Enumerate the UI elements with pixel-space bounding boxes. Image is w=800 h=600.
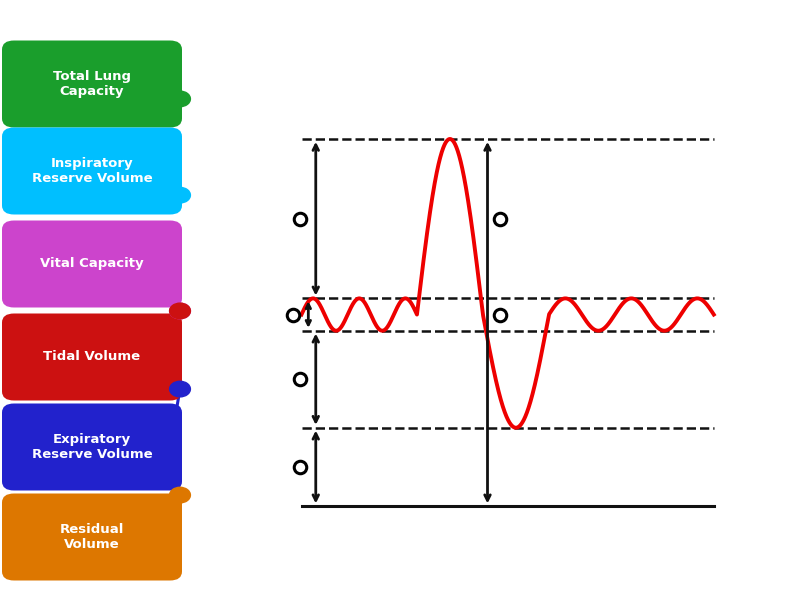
Text: Tidal Volume: Tidal Volume <box>43 350 141 364</box>
Text: Inspiratory
Reserve Volume: Inspiratory Reserve Volume <box>32 157 152 185</box>
Text: Expiratory
Reserve Volume: Expiratory Reserve Volume <box>32 433 152 461</box>
Text: Vital Capacity: Vital Capacity <box>40 257 144 271</box>
Text: Total Lung
Capacity: Total Lung Capacity <box>53 70 131 98</box>
Text: Residual
Volume: Residual Volume <box>60 523 124 551</box>
